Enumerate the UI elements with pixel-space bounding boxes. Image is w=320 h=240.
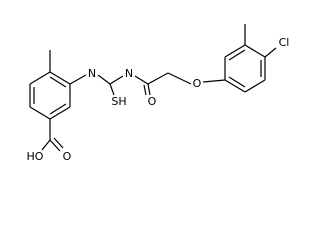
bonds (29, 24, 277, 152)
atom-label: HO (27, 150, 44, 163)
atom-label: N (125, 67, 133, 80)
atom-label: Cl (279, 36, 290, 49)
atom-label: O (63, 150, 72, 163)
page: {"atom_labels": ["N", "N", "SH", "O", "O… (26, 24, 290, 163)
structure-diagram: N N SH O O Cl HO O (27, 24, 290, 163)
atom-label: O (148, 95, 157, 108)
atom-label: O (193, 77, 202, 90)
atom-label: SH (111, 95, 126, 108)
atom-label: N (88, 67, 96, 80)
